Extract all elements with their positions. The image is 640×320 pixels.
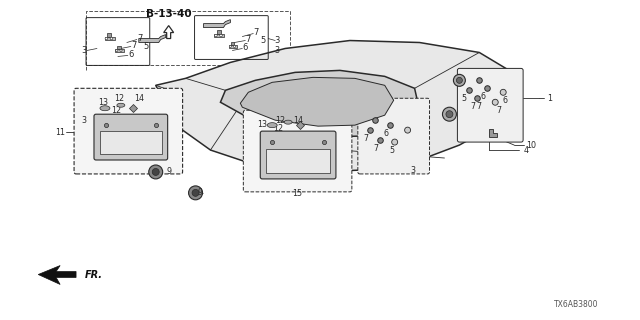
Text: 3: 3 [275,46,280,55]
Bar [217,30,221,34]
Text: 6: 6 [128,50,134,59]
Circle shape [120,49,122,52]
Text: 5: 5 [143,42,148,51]
Bar [229,45,237,48]
Circle shape [116,49,118,52]
FancyBboxPatch shape [260,131,336,179]
Text: 12: 12 [273,124,284,132]
Circle shape [148,165,163,179]
FancyBboxPatch shape [458,68,523,142]
Text: 7: 7 [373,144,378,153]
Circle shape [234,45,236,48]
Bar [108,34,111,37]
Circle shape [500,89,506,95]
Bar [266,149,330,173]
Text: 7: 7 [477,102,482,111]
Circle shape [105,37,108,40]
Circle shape [442,107,456,121]
Circle shape [192,189,199,196]
Circle shape [446,111,453,118]
Bar [118,46,121,49]
FancyBboxPatch shape [94,114,168,160]
Ellipse shape [100,106,110,111]
Circle shape [456,77,462,83]
Bar [214,34,225,37]
Text: 6: 6 [243,43,248,52]
Text: 7: 7 [471,102,476,111]
Text: FR.: FR. [85,269,103,279]
Ellipse shape [268,123,277,128]
Bar [105,37,115,40]
Text: 3: 3 [81,46,86,55]
Text: 1: 1 [547,94,552,103]
Circle shape [492,99,498,105]
Text: 11: 11 [55,128,65,137]
Text: 12: 12 [275,116,285,125]
Text: 13: 13 [257,120,268,129]
Text: 7: 7 [131,41,136,50]
Text: B-13-40: B-13-40 [146,9,191,19]
Text: 6: 6 [502,96,508,105]
Polygon shape [139,35,166,43]
Ellipse shape [284,120,292,124]
Text: 13: 13 [98,98,108,107]
Text: 5: 5 [389,146,394,155]
Text: TX6AB3800: TX6AB3800 [554,300,599,309]
Circle shape [110,37,113,40]
FancyBboxPatch shape [74,88,182,174]
Bar [100,131,162,154]
Text: 6: 6 [481,92,486,101]
Text: 7: 7 [137,34,143,43]
Text: 3: 3 [81,116,86,125]
Bar [115,49,124,52]
Ellipse shape [117,103,125,107]
Text: 5: 5 [260,36,266,45]
Text: 7: 7 [364,133,369,143]
Polygon shape [220,70,420,137]
Text: 12: 12 [114,94,124,103]
FancyBboxPatch shape [243,110,352,192]
Bar [231,42,234,45]
Circle shape [220,34,222,37]
Text: 7: 7 [497,106,502,115]
Circle shape [453,74,465,86]
Text: 14: 14 [293,116,303,125]
Circle shape [404,127,411,133]
FancyBboxPatch shape [358,98,429,174]
Polygon shape [38,266,76,284]
Circle shape [392,139,397,145]
Text: 7: 7 [246,35,251,44]
Text: 5: 5 [462,94,467,103]
Circle shape [152,168,159,175]
Text: 12: 12 [111,106,121,115]
Polygon shape [241,77,394,126]
Text: 6: 6 [383,129,388,138]
Text: 15: 15 [292,189,302,198]
Text: 14: 14 [134,94,144,103]
Text: 4: 4 [524,146,529,155]
Polygon shape [489,129,497,137]
Polygon shape [156,41,519,172]
Text: 3: 3 [275,36,280,45]
Polygon shape [204,20,230,28]
Text: 9: 9 [198,188,203,197]
Text: 3: 3 [410,166,415,175]
Text: 10: 10 [526,140,536,149]
Circle shape [229,45,231,48]
Text: 9: 9 [166,167,172,176]
Circle shape [214,34,217,37]
Text: 7: 7 [253,28,259,37]
Circle shape [189,186,202,200]
